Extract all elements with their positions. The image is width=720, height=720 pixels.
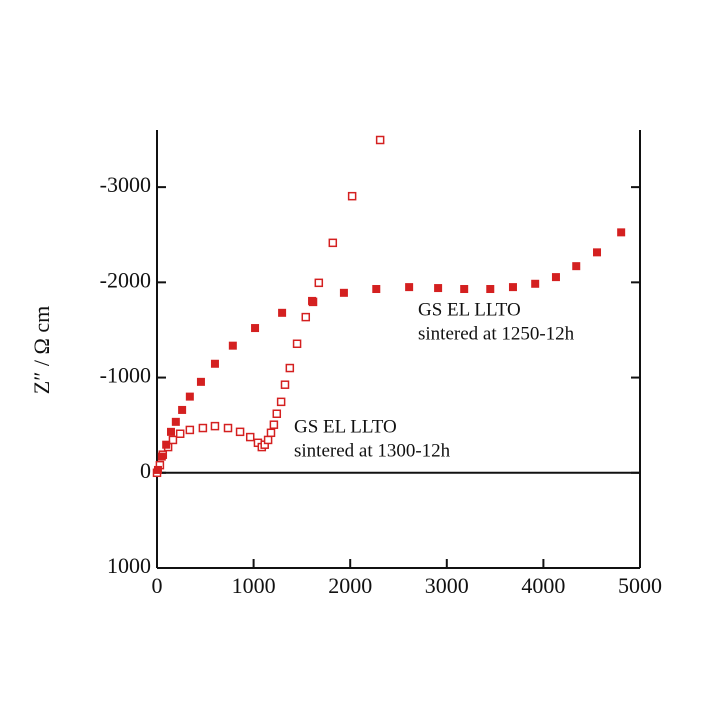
annotation: sintered at 1250-12h bbox=[418, 323, 575, 344]
x-tick-label: 4000 bbox=[521, 573, 565, 598]
data-point bbox=[551, 273, 560, 282]
data-point bbox=[617, 228, 626, 237]
data-point bbox=[375, 135, 385, 145]
data-point bbox=[245, 432, 255, 442]
data-point bbox=[434, 284, 443, 293]
data-point bbox=[572, 262, 581, 271]
data-point bbox=[167, 427, 176, 436]
data-point bbox=[272, 409, 282, 418]
data-point bbox=[223, 423, 233, 433]
data-point bbox=[372, 285, 381, 294]
data-point bbox=[405, 283, 414, 292]
data-point bbox=[269, 420, 279, 429]
data-point bbox=[185, 392, 194, 401]
data-point bbox=[301, 312, 311, 322]
data-point bbox=[285, 363, 295, 373]
data-point bbox=[280, 380, 290, 389]
y-axis-label: Z″ / Ω cm bbox=[29, 306, 54, 394]
y-tick-label: -2000 bbox=[100, 267, 151, 292]
data-point bbox=[235, 427, 245, 437]
annotation: sintered at 1300-12h bbox=[294, 440, 451, 461]
data-point bbox=[263, 435, 273, 445]
data-point bbox=[308, 296, 317, 305]
x-tick-label: 5000 bbox=[618, 573, 662, 598]
data-point bbox=[228, 341, 237, 350]
data-point bbox=[292, 339, 302, 349]
data-point bbox=[251, 324, 260, 333]
data-point bbox=[266, 428, 276, 438]
data-point bbox=[460, 285, 469, 294]
data-point bbox=[339, 288, 348, 297]
data-point bbox=[178, 405, 187, 414]
data-point bbox=[171, 417, 180, 426]
data-point bbox=[198, 423, 208, 433]
data-point bbox=[185, 425, 195, 435]
data-point bbox=[314, 278, 324, 288]
data-point bbox=[276, 397, 286, 407]
data-point bbox=[508, 283, 517, 292]
y-tick-label: -1000 bbox=[100, 363, 151, 388]
data-point bbox=[157, 452, 166, 461]
data-point bbox=[168, 435, 178, 445]
data-point bbox=[328, 238, 338, 248]
y-tick-label: 0 bbox=[140, 458, 151, 483]
annotation: GS EL LLTO bbox=[418, 299, 521, 320]
x-tick-label: 2000 bbox=[328, 573, 372, 598]
data-point bbox=[162, 440, 171, 449]
data-point bbox=[210, 359, 219, 368]
y-tick-label: -3000 bbox=[100, 172, 151, 197]
x-tick-label: 3000 bbox=[425, 573, 469, 598]
data-point bbox=[593, 248, 602, 257]
data-point bbox=[347, 191, 357, 201]
data-point bbox=[175, 429, 185, 438]
data-point bbox=[278, 308, 287, 317]
x-tick-label: 0 bbox=[152, 573, 163, 598]
data-point bbox=[153, 465, 162, 474]
annotation: GS EL LLTO bbox=[294, 416, 397, 437]
data-point bbox=[196, 377, 205, 386]
data-point bbox=[531, 279, 540, 288]
y-tick-label: 1000 bbox=[107, 553, 151, 578]
data-point bbox=[210, 421, 220, 431]
x-tick-label: 1000 bbox=[232, 573, 276, 598]
data-point bbox=[486, 285, 495, 294]
